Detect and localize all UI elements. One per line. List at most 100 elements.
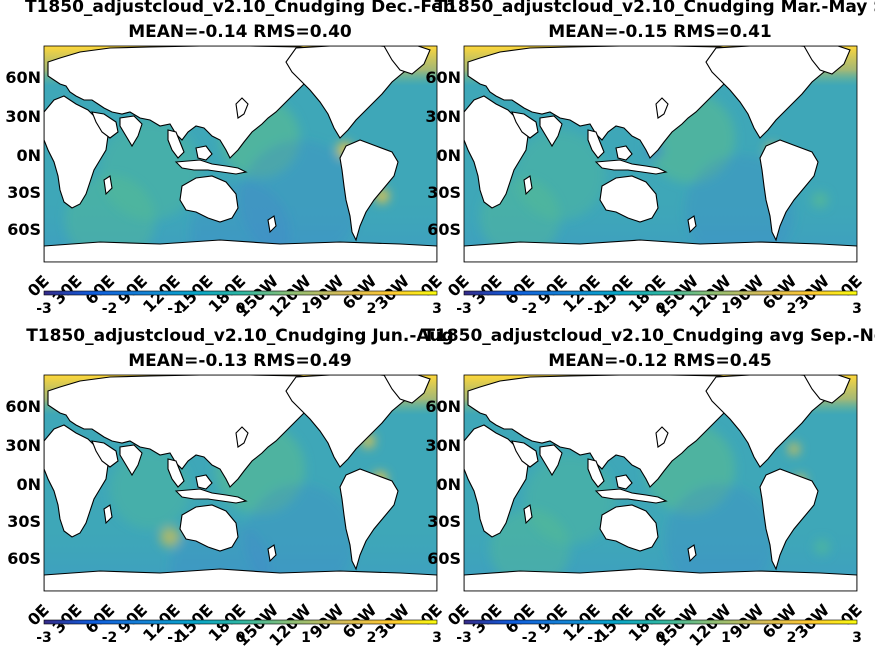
- land-seasia: [587, 458, 605, 488]
- map-panel-1: T1850_adjustcloud_v2.10_Cnudging Dec.-Fe…: [5, 0, 455, 321]
- x-tick-label: 0E: [24, 271, 53, 300]
- land-japan: [235, 97, 249, 119]
- land-borneo: [615, 145, 633, 161]
- colorbar-tick-label: -3: [36, 301, 52, 317]
- land-arabia: [91, 440, 119, 468]
- land-antarctica: [464, 239, 857, 262]
- x-tick-label: 30E: [469, 600, 506, 637]
- map-frame: [43, 374, 438, 592]
- anomaly-blob: [160, 527, 180, 547]
- land-africa: [44, 424, 109, 538]
- colorbar: [463, 619, 858, 625]
- colorbar-tick-label: 0: [656, 630, 666, 646]
- y-tick-label: 60S: [427, 549, 461, 568]
- anomaly-blob: [814, 539, 830, 555]
- land-greenland: [383, 46, 431, 75]
- land-borneo: [615, 474, 633, 490]
- y-tick-label: 0N: [436, 146, 461, 165]
- land-arabia: [511, 440, 539, 468]
- land-africa: [464, 424, 529, 538]
- land-seasia: [587, 129, 605, 159]
- y-tick-label: 60S: [7, 220, 41, 239]
- panel-title: T1850_adjustcloud_v2.10_Cnudging Mar.-Ma…: [434, 0, 875, 17]
- y-tick-label: 60N: [5, 68, 41, 87]
- colorbar-tick-label: -1: [587, 301, 603, 317]
- colorbar-tick-label: 3: [432, 301, 442, 317]
- land-greenland: [803, 46, 851, 75]
- map-field: [464, 375, 857, 591]
- colorbar-tick-label: -1: [167, 301, 183, 317]
- map-panel-2: T1850_adjustcloud_v2.10_Cnudging Mar.-Ma…: [425, 0, 875, 321]
- map-panel-3: T1850_adjustcloud_v2.10_Cnudging Jun.-Au…: [5, 326, 453, 650]
- colorbar-tick-label: -3: [456, 301, 472, 317]
- panel-stats: MEAN=-0.15 RMS=0.41: [548, 22, 772, 42]
- map-field: [464, 46, 857, 262]
- map-frame: [43, 45, 438, 263]
- land-samerica: [759, 139, 819, 242]
- colorbar-tick-label: 3: [852, 630, 862, 646]
- land-japan: [655, 97, 669, 119]
- land-indonesia: [174, 488, 248, 504]
- anomaly-blob: [245, 484, 355, 591]
- land-africa: [464, 95, 529, 209]
- land-japan: [235, 426, 249, 448]
- colorbar-tick-label: 2: [367, 630, 377, 646]
- x-tick-label: 0E: [24, 600, 53, 629]
- colorbar-tick-label: 0: [236, 301, 246, 317]
- land-greenland: [383, 375, 431, 404]
- land-madagascar: [523, 504, 533, 525]
- anomaly-blob: [665, 484, 775, 591]
- map-panel-4: T1850_adjustcloud_v2.10_Cnudging avg Sep…: [423, 326, 875, 650]
- colorbar-tick-label: 3: [432, 630, 442, 646]
- colorbar-tick-label: -3: [36, 630, 52, 646]
- land-india: [119, 444, 143, 477]
- land-antarctica: [44, 568, 437, 591]
- y-tick-label: 30N: [5, 436, 41, 455]
- map-frame: [463, 374, 858, 592]
- panel-stats: MEAN=-0.12 RMS=0.45: [548, 351, 772, 371]
- land-borneo: [195, 145, 213, 161]
- panel-stats: MEAN=-0.13 RMS=0.49: [128, 351, 352, 371]
- land-arabia: [91, 111, 119, 139]
- land-madagascar: [523, 175, 533, 196]
- y-tick-label: 30S: [427, 183, 461, 202]
- colorbar-tick-label: 0: [656, 301, 666, 317]
- anomaly-blob: [812, 192, 828, 208]
- anomaly-blob: [490, 509, 570, 589]
- colorbar-tick-label: -1: [587, 630, 603, 646]
- map-field: [44, 375, 437, 591]
- land-india: [119, 115, 143, 148]
- y-tick-label: 30N: [425, 436, 461, 455]
- map-field: [44, 46, 437, 262]
- x-tick-label: 0E: [444, 271, 473, 300]
- land-madagascar: [103, 504, 113, 525]
- colorbar-tick-label: -2: [522, 301, 538, 317]
- colorbar-tick-label: 2: [367, 301, 377, 317]
- land-india: [539, 444, 563, 477]
- colorbar-tick-label: 1: [721, 630, 731, 646]
- x-tick-label: 30E: [469, 271, 506, 308]
- y-tick-label: 0N: [436, 475, 461, 494]
- y-tick-label: 30S: [427, 512, 461, 531]
- land-seasia: [167, 129, 185, 159]
- land-madagascar: [103, 175, 113, 196]
- land-nz: [267, 215, 277, 234]
- land-australia: [599, 175, 659, 223]
- y-tick-label: 60S: [427, 220, 461, 239]
- land-indonesia: [594, 488, 668, 504]
- panel-stats: MEAN=-0.14 RMS=0.40: [128, 22, 352, 42]
- panel-title: T1850_adjustcloud_v2.10_Cnudging avg Sep…: [423, 326, 875, 346]
- colorbar-tick-label: 1: [721, 301, 731, 317]
- land-indonesia: [174, 159, 248, 175]
- y-tick-label: 30S: [7, 183, 41, 202]
- land-australia: [179, 504, 239, 552]
- land-nz: [687, 544, 697, 563]
- land-arabia: [511, 111, 539, 139]
- colorbar-tick-label: 1: [301, 630, 311, 646]
- colorbar-tick-label: 0: [236, 630, 246, 646]
- colorbar-tick-label: -2: [102, 301, 118, 317]
- y-tick-label: 30N: [425, 107, 461, 126]
- land-samerica: [339, 468, 399, 571]
- panel-title: T1850_adjustcloud_v2.10_Cnudging Dec.-Fe…: [25, 0, 455, 17]
- y-tick-label: 30N: [5, 107, 41, 126]
